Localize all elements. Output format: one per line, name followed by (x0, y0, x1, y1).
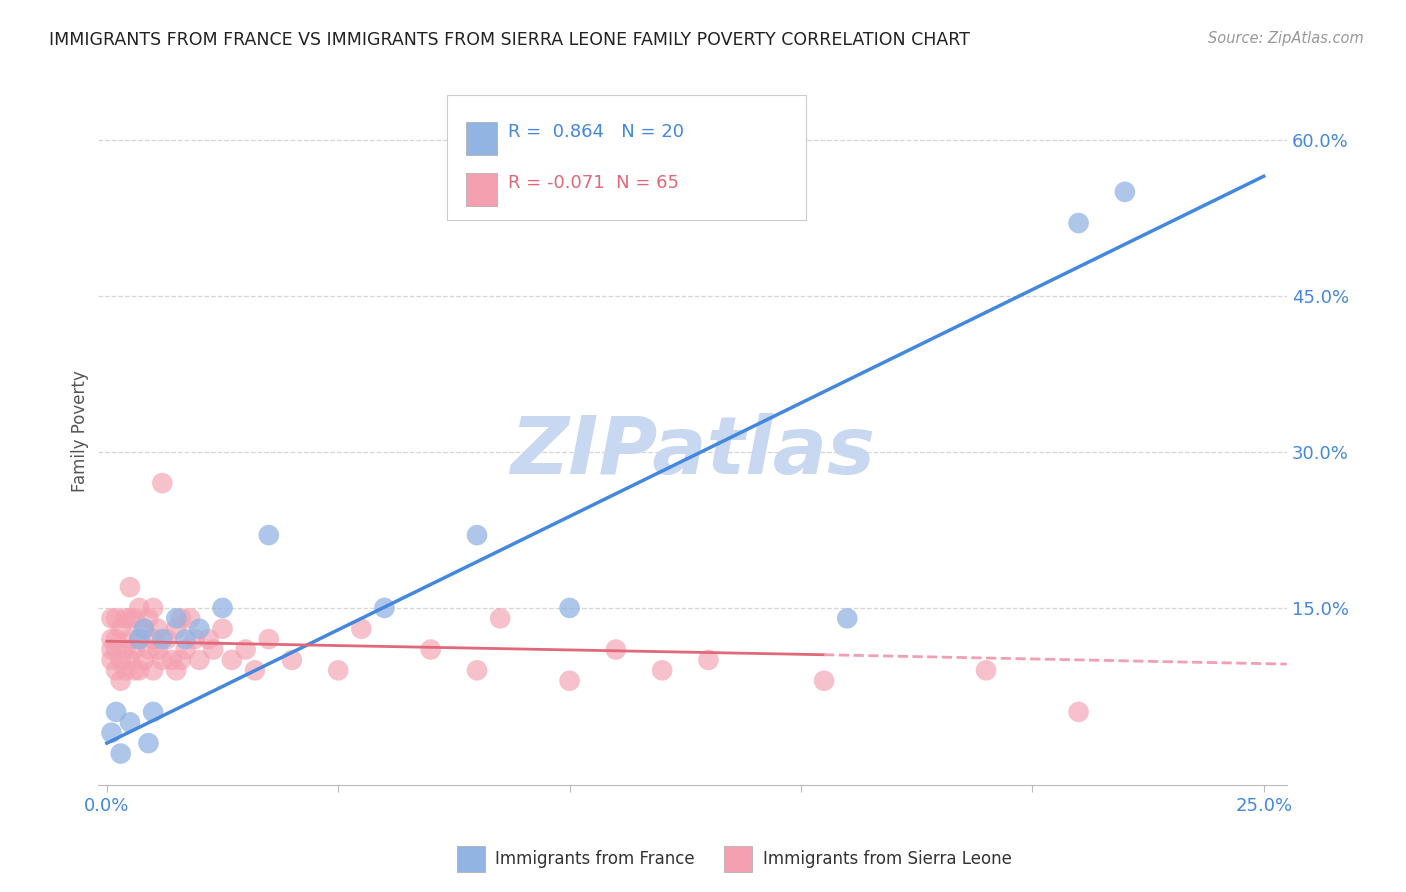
Point (188, 653, 211, 667)
Point (128, 601, 150, 615)
Point (165, 611, 187, 625)
Point (558, 601, 581, 615)
Point (138, 642, 160, 657)
Point (132, 653, 155, 667)
Point (146, 622, 169, 636)
Point (138, 611, 160, 625)
Point (114, 611, 136, 625)
Point (174, 632, 197, 647)
Point (465, 663, 488, 677)
Point (170, 653, 193, 667)
Point (465, 528, 488, 542)
Point (150, 632, 173, 647)
Point (174, 642, 197, 657)
Point (243, 663, 266, 677)
Point (100, 642, 122, 657)
Point (235, 642, 257, 657)
Point (146, 642, 169, 657)
Point (156, 632, 179, 647)
Point (100, 653, 122, 667)
Point (142, 601, 165, 615)
Point (100, 611, 122, 625)
Point (128, 632, 150, 647)
Point (170, 611, 193, 625)
Y-axis label: Family Poverty: Family Poverty (72, 370, 89, 492)
Point (132, 622, 155, 636)
Point (651, 663, 673, 677)
Point (100, 725, 122, 739)
Point (188, 622, 211, 636)
Point (105, 632, 128, 647)
Point (837, 611, 859, 625)
Point (105, 642, 128, 657)
Point (110, 747, 132, 761)
Point (118, 715, 141, 730)
Point (350, 622, 373, 636)
Point (197, 632, 219, 647)
Point (142, 632, 165, 647)
Point (110, 673, 132, 688)
Point (118, 632, 141, 647)
Point (138, 736, 160, 750)
Point (150, 476, 173, 491)
Point (118, 580, 141, 594)
Point (105, 663, 128, 677)
Point (105, 705, 128, 719)
Point (132, 622, 155, 636)
Point (257, 632, 280, 647)
Point (179, 611, 201, 625)
Point (124, 611, 146, 625)
Point (124, 663, 146, 677)
Point (605, 642, 627, 657)
Point (160, 653, 183, 667)
Point (558, 673, 581, 688)
Text: Immigrants from France: Immigrants from France (495, 850, 695, 868)
Text: Source: ZipAtlas.com: Source: ZipAtlas.com (1208, 31, 1364, 46)
Point (697, 653, 720, 667)
Point (128, 632, 150, 647)
Point (1067, 705, 1090, 719)
Point (489, 611, 512, 625)
Point (257, 528, 280, 542)
Point (105, 611, 128, 625)
Point (281, 653, 304, 667)
Point (100, 632, 122, 647)
Point (150, 653, 173, 667)
Point (124, 642, 146, 657)
Point (165, 663, 187, 677)
Point (328, 663, 350, 677)
Point (1114, 185, 1136, 199)
Text: R =  0.864   N = 20: R = 0.864 N = 20 (508, 123, 683, 141)
Point (128, 663, 150, 677)
Text: Immigrants from Sierra Leone: Immigrants from Sierra Leone (763, 850, 1012, 868)
Point (114, 663, 136, 677)
Point (974, 663, 997, 677)
Point (221, 653, 243, 667)
Point (373, 601, 395, 615)
Point (211, 622, 233, 636)
Point (1067, 216, 1090, 230)
Point (419, 642, 441, 657)
Point (813, 673, 835, 688)
Point (118, 653, 141, 667)
Text: R = -0.071  N = 65: R = -0.071 N = 65 (508, 174, 679, 193)
Point (118, 611, 141, 625)
Point (110, 622, 132, 636)
Point (202, 642, 225, 657)
Point (211, 601, 233, 615)
Point (165, 622, 187, 636)
Point (184, 632, 207, 647)
Point (114, 642, 136, 657)
Point (110, 653, 132, 667)
Text: ZIPatlas: ZIPatlas (510, 413, 875, 491)
Text: IMMIGRANTS FROM FRANCE VS IMMIGRANTS FROM SIERRA LEONE FAMILY POVERTY CORRELATIO: IMMIGRANTS FROM FRANCE VS IMMIGRANTS FRO… (49, 31, 970, 49)
Point (142, 663, 165, 677)
Point (142, 705, 165, 719)
